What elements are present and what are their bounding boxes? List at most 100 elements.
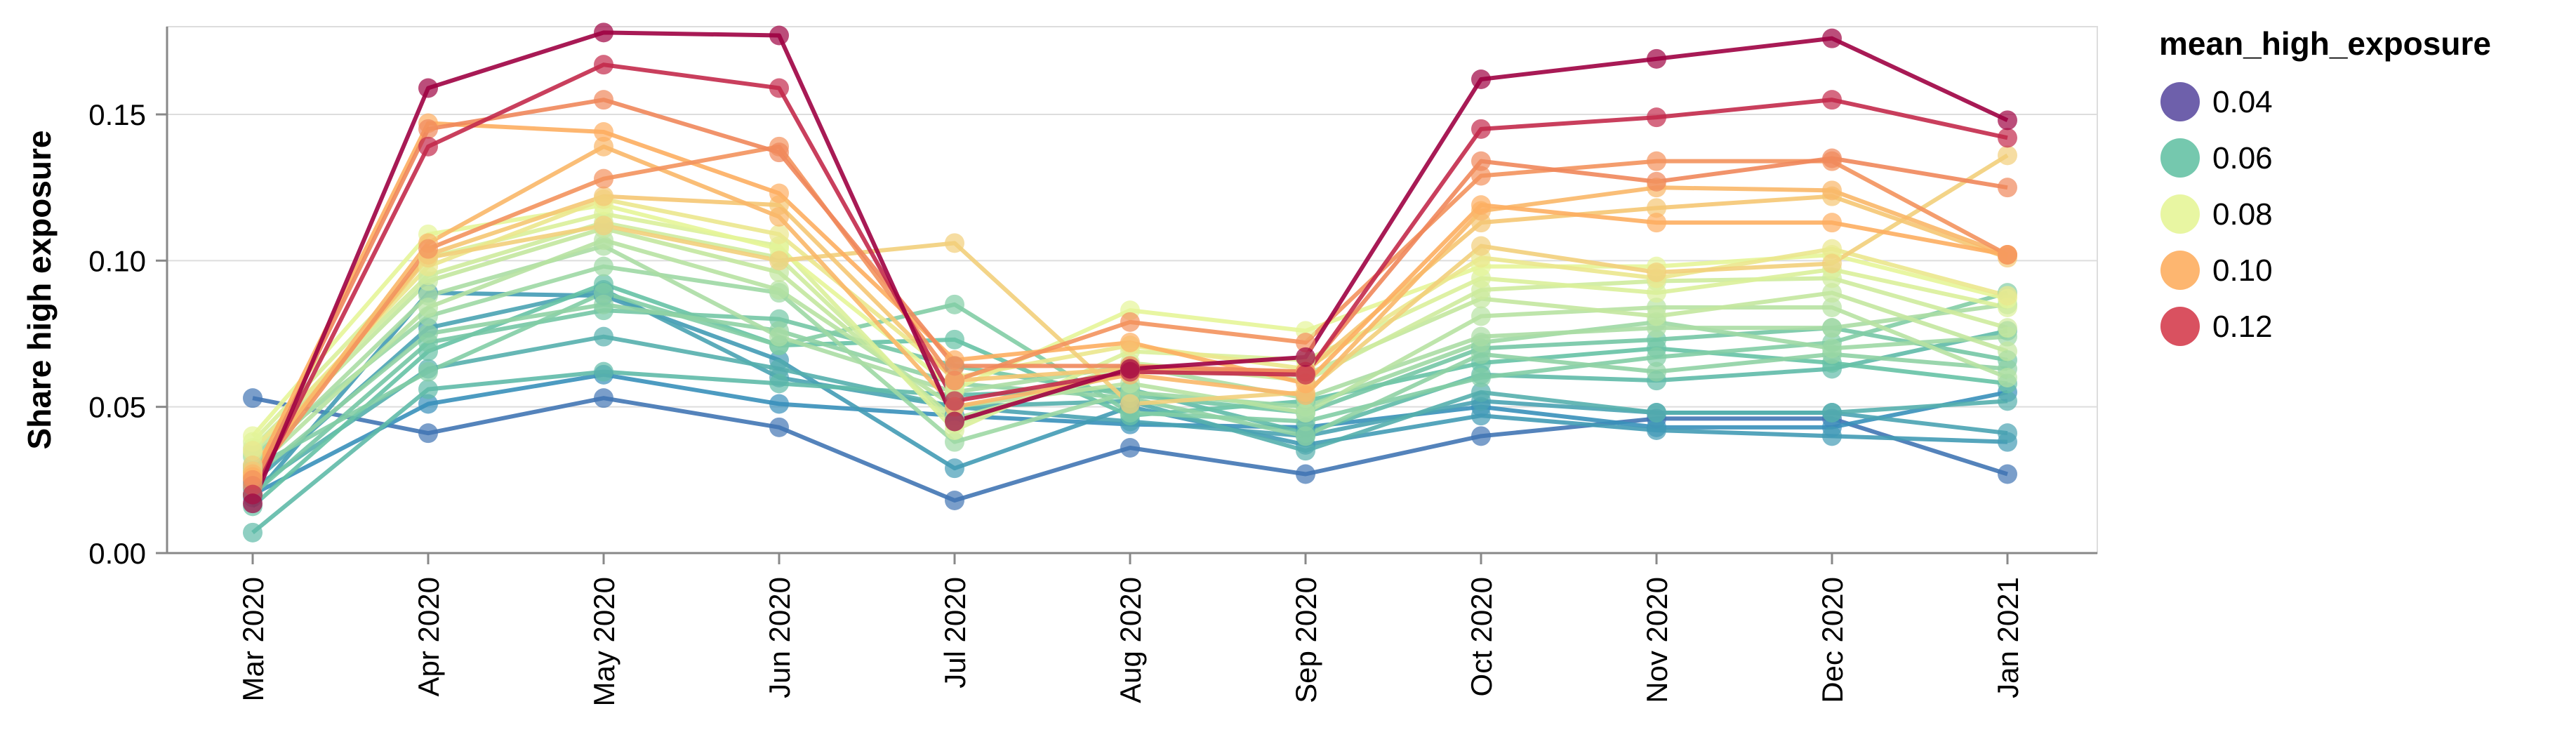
- data-point-19-2: [594, 186, 613, 206]
- data-point-20-9: [1822, 180, 1842, 201]
- data-point-23-10: [1998, 178, 2017, 198]
- data-point-14-10: [1998, 318, 2017, 338]
- series-points: [243, 22, 2017, 543]
- data-point-22-4: [945, 371, 964, 391]
- data-point-8-7: [1471, 368, 1491, 387]
- data-point-4-8: [1647, 403, 1666, 423]
- data-point-25-10: [1998, 110, 2017, 131]
- data-point-8-4: [945, 294, 964, 314]
- data-point-11-3: [769, 326, 789, 347]
- data-point-1-3: [769, 394, 789, 414]
- data-point-12-6: [1296, 403, 1315, 423]
- data-point-22-10: [1998, 245, 2017, 265]
- data-point-23-3: [769, 142, 789, 163]
- data-point-4-10: [1998, 391, 2017, 411]
- x-tick-label: Dec 2020: [1816, 577, 1849, 703]
- data-point-2-4: [945, 458, 964, 479]
- data-point-5-1: [418, 379, 438, 399]
- data-point-25-1: [418, 78, 438, 98]
- data-point-25-4: [945, 411, 964, 432]
- data-point-21-9: [1822, 213, 1842, 233]
- data-point-0-4: [945, 491, 964, 510]
- data-point-24-7: [1471, 119, 1491, 139]
- data-point-16-0: [243, 426, 263, 446]
- data-point-24-1: [418, 136, 438, 157]
- data-point-12-9: [1822, 298, 1842, 317]
- x-tick-label: Apr 2020: [412, 577, 445, 696]
- x-tick-label: Jan 2021: [1991, 577, 2024, 698]
- data-point-25-7: [1471, 69, 1491, 89]
- y-tick-label: 0.10: [88, 244, 146, 277]
- x-tick-label: May 2020: [587, 577, 620, 706]
- data-point-18-9: [1822, 253, 1842, 274]
- legend-swatch-0: [2160, 82, 2200, 121]
- y-axis-title: Share high exposure: [21, 130, 58, 449]
- data-point-3-10: [1998, 423, 2017, 444]
- data-point-23-8: [1647, 171, 1666, 192]
- data-point-18-5: [1120, 394, 1140, 414]
- data-point-4-7: [1471, 382, 1491, 402]
- data-point-22-1: [418, 239, 438, 259]
- data-point-23-2: [594, 90, 613, 110]
- data-point-22-8: [1647, 151, 1666, 171]
- legend-label: 0.06: [2212, 141, 2273, 175]
- data-point-23-9: [1822, 148, 1842, 168]
- data-point-5-0: [243, 522, 263, 543]
- data-point-9-6: [1296, 426, 1315, 446]
- data-point-24-3: [769, 78, 789, 98]
- data-point-15-8: [1647, 283, 1666, 303]
- data-point-25-6: [1296, 347, 1315, 367]
- data-point-22-7: [1471, 166, 1491, 186]
- legend-label: 0.10: [2212, 253, 2273, 288]
- data-point-20-3: [769, 206, 789, 227]
- data-point-18-10: [1998, 145, 2017, 166]
- data-point-24-6: [1296, 364, 1315, 385]
- data-point-8-8: [1647, 347, 1666, 367]
- data-point-0-7: [1471, 426, 1491, 446]
- data-point-22-2: [594, 168, 613, 189]
- data-point-2-7: [1471, 406, 1491, 426]
- data-point-0-3: [769, 417, 789, 437]
- data-point-0-10: [1998, 464, 2017, 484]
- data-point-23-4: [945, 356, 964, 376]
- data-point-9-1: [418, 324, 438, 344]
- x-tick-label: Nov 2020: [1640, 577, 1673, 703]
- data-point-4-2: [594, 326, 613, 347]
- data-point-22-6: [1296, 333, 1315, 352]
- x-tick-label: Jul 2020: [938, 577, 971, 689]
- data-point-0-6: [1296, 464, 1315, 484]
- data-point-18-2: [594, 215, 613, 236]
- data-point-4-3: [769, 359, 789, 379]
- legend-swatch-4: [2160, 307, 2200, 346]
- data-point-2-9: [1822, 426, 1842, 446]
- data-point-11-9: [1822, 318, 1842, 338]
- data-point-24-8: [1647, 107, 1666, 128]
- data-point-6-4: [945, 329, 964, 350]
- data-point-5-3: [769, 373, 789, 394]
- data-point-12-3: [769, 280, 789, 300]
- data-point-13-9: [1822, 283, 1842, 303]
- y-tick-label: 0.00: [88, 537, 146, 570]
- data-point-18-4: [945, 233, 964, 253]
- data-point-2-8: [1647, 420, 1666, 440]
- data-point-24-9: [1822, 90, 1842, 110]
- legend-swatch-2: [2160, 194, 2200, 234]
- data-point-17-9: [1822, 239, 1842, 259]
- legend-label: 0.08: [2212, 197, 2273, 232]
- legend-label: 0.04: [2212, 85, 2273, 119]
- legend-swatch-3: [2160, 251, 2200, 290]
- data-point-22-5: [1120, 312, 1140, 332]
- data-point-25-3: [769, 25, 789, 46]
- axes: 0.00 0.05 0.10 0.15 Mar 2020 Apr 2020 May 2020…: [88, 27, 2097, 706]
- data-point-9-8: [1647, 361, 1666, 382]
- data-point-21-8: [1647, 213, 1666, 233]
- x-tick-label: Sep 2020: [1289, 577, 1322, 703]
- data-point-10-9: [1822, 338, 1842, 359]
- legend-title: mean_high_exposure: [2159, 25, 2491, 62]
- data-point-9-2: [594, 294, 613, 314]
- data-point-4-9: [1822, 403, 1842, 423]
- data-point-20-2: [594, 136, 613, 157]
- x-tick-label: Aug 2020: [1114, 577, 1147, 703]
- data-point-4-6: [1296, 441, 1315, 461]
